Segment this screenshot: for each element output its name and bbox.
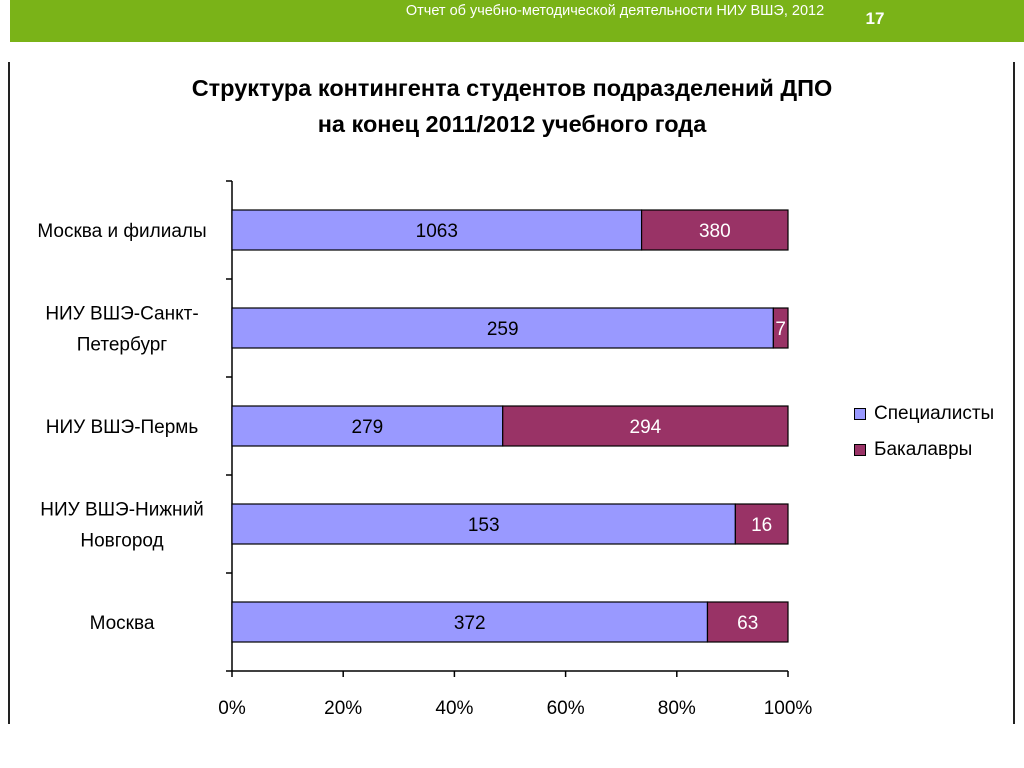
data-label-bachelors: 63 xyxy=(737,613,758,634)
category-label: НИУ ВШЭ-Нижний Новгород xyxy=(40,500,204,552)
data-label-specialists: 153 xyxy=(468,515,500,536)
x-tick-label: 0% xyxy=(218,698,246,719)
bar-specialists xyxy=(231,307,774,349)
chart-title-line-1: Структура контингента студентов подразде… xyxy=(191,75,833,101)
bar-bachelors xyxy=(502,405,789,447)
bar-specialists xyxy=(231,209,643,251)
x-tick-label: 60% xyxy=(547,698,585,719)
x-tick-label: 100% xyxy=(764,698,813,719)
category-label: Москва xyxy=(90,613,155,634)
data-label-bachelors: 7 xyxy=(775,319,786,340)
data-label-bachelors: 380 xyxy=(699,221,731,242)
data-label-specialists: 259 xyxy=(487,319,519,340)
chart-title-line-2: на конец 2011/2012 учебного года xyxy=(317,111,707,137)
x-tick-label: 20% xyxy=(324,698,362,719)
legend-swatch-specialists xyxy=(854,408,866,420)
x-tick-label: 40% xyxy=(435,698,473,719)
legend-label-bachelors: Бакалавры xyxy=(874,439,973,460)
legend-item-specialists: Специалисты xyxy=(854,396,994,432)
category-label: НИУ ВШЭ-Санкт-Петербург xyxy=(45,304,198,356)
data-label-specialists: 1063 xyxy=(416,221,458,242)
bar-bachelors xyxy=(734,503,789,545)
legend-swatch-bachelors xyxy=(854,444,866,456)
bar-bachelors xyxy=(706,601,789,643)
report-title: Отчет об учебно-методической деятельност… xyxy=(405,3,825,19)
page-number: 17 xyxy=(865,9,885,28)
chart-title: Структура контингента студентов подразде… xyxy=(100,70,924,142)
header-bar xyxy=(0,0,1024,42)
header-left-block xyxy=(0,0,10,42)
right-frame-line xyxy=(1013,62,1015,724)
category-label: Москва и филиалы xyxy=(37,221,206,242)
data-label-specialists: 279 xyxy=(352,417,384,438)
x-tick-label: 80% xyxy=(658,698,696,719)
bar-bachelors xyxy=(640,209,789,251)
legend: Специалисты Бакалавры xyxy=(854,396,994,468)
category-label: НИУ ВШЭ-Пермь xyxy=(46,417,199,438)
legend-item-bachelors: Бакалавры xyxy=(854,432,994,468)
data-label-bachelors: 16 xyxy=(751,515,772,536)
legend-label-specialists: Специалисты xyxy=(874,403,995,424)
bar-specialists xyxy=(231,503,736,545)
bar-bachelors xyxy=(772,307,789,349)
data-label-bachelors: 294 xyxy=(630,417,662,438)
data-label-specialists: 372 xyxy=(454,613,486,634)
left-frame-line xyxy=(8,62,10,724)
